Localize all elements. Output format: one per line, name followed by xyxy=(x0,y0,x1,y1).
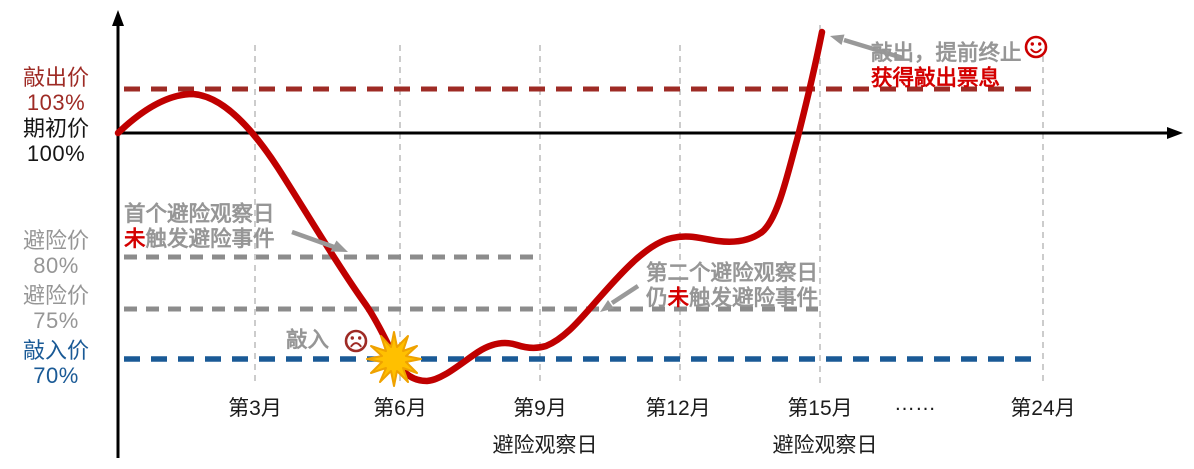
gridlines xyxy=(254,25,1044,384)
first-observation-line2-rest: 触发避险事件 xyxy=(145,227,275,251)
first-observation-line2: 未触发避险事件 xyxy=(124,227,275,252)
knockout-line2: 获得敲出票息 xyxy=(871,66,1001,90)
second-observation-line2-prefix: 仍 xyxy=(646,286,668,310)
first-observation-arrow xyxy=(291,229,348,252)
second-observation-line2-highlight: 未 xyxy=(667,286,690,310)
second-observation-line1: 第二个避险观察日 xyxy=(646,261,819,285)
second-observation-line2: 仍未触发避险事件 xyxy=(646,286,818,311)
y-label-knockout-price: 敲出价 103% xyxy=(0,65,112,115)
hedge-price-80-value: 80% xyxy=(33,253,79,278)
second-observation-line2-rest: 触发避险事件 xyxy=(689,286,819,310)
observation-day-label-month15: 避险观察日 xyxy=(772,434,878,457)
x-tick-ellipsis: …… xyxy=(894,392,936,415)
y-axis-arrow-icon xyxy=(112,10,124,26)
knockout-price-name: 敲出价 xyxy=(22,65,89,90)
knockout-line1: 敲出，提前终止 xyxy=(871,41,1022,65)
sad-face-icon xyxy=(344,329,368,353)
y-label-knockin-price: 敲入价 70% xyxy=(0,338,112,388)
knockin-price-value: 70% xyxy=(33,363,79,388)
x-tick-month-12: 第12月 xyxy=(645,397,711,420)
second-observation-arrow xyxy=(600,284,640,312)
second-observation-annotation: 第二个避险观察日 仍未触发避险事件 xyxy=(646,261,818,311)
knockin-annotation: 敲入 xyxy=(286,328,330,352)
y-label-initial-price: 期初价 100% xyxy=(0,116,112,166)
x-tick-month-6: 第6月 xyxy=(373,397,427,420)
first-observation-line1: 首个避险观察日 xyxy=(124,202,275,226)
knockout-price-value: 103% xyxy=(26,90,86,115)
x-tick-month-3: 第3月 xyxy=(228,397,282,420)
y-label-hedge-price-75: 避险价 75% xyxy=(0,283,112,333)
observation-day-label-month9: 避险观察日 xyxy=(492,434,598,457)
hedge-price-75-value: 75% xyxy=(33,308,79,333)
initial-price-value: 100% xyxy=(26,141,86,166)
price-curve xyxy=(114,28,826,385)
x-tick-month-24: 第24月 xyxy=(1010,397,1076,420)
hedge-price-75-name: 避险价 xyxy=(22,283,89,308)
x-tick-month-15: 第15月 xyxy=(787,397,853,420)
first-observation-annotation: 首个避险观察日 未触发避险事件 xyxy=(124,202,275,252)
knockin-burst-icon xyxy=(366,331,422,387)
first-observation-line2-highlight: 未 xyxy=(124,227,146,251)
x-axis-arrow-icon xyxy=(1167,127,1183,139)
knockin-price-name: 敲入价 xyxy=(22,338,89,363)
knockout-annotation: 敲出，提前终止 获得敲出票息 xyxy=(871,41,1022,91)
y-label-hedge-price-80: 避险价 80% xyxy=(0,228,112,278)
initial-price-name: 期初价 xyxy=(22,116,89,141)
knockout-arrow xyxy=(830,34,904,61)
hedge-price-80-name: 避险价 xyxy=(22,228,89,253)
x-tick-month-9: 第9月 xyxy=(513,397,567,420)
smiley-face-icon xyxy=(1024,35,1048,59)
